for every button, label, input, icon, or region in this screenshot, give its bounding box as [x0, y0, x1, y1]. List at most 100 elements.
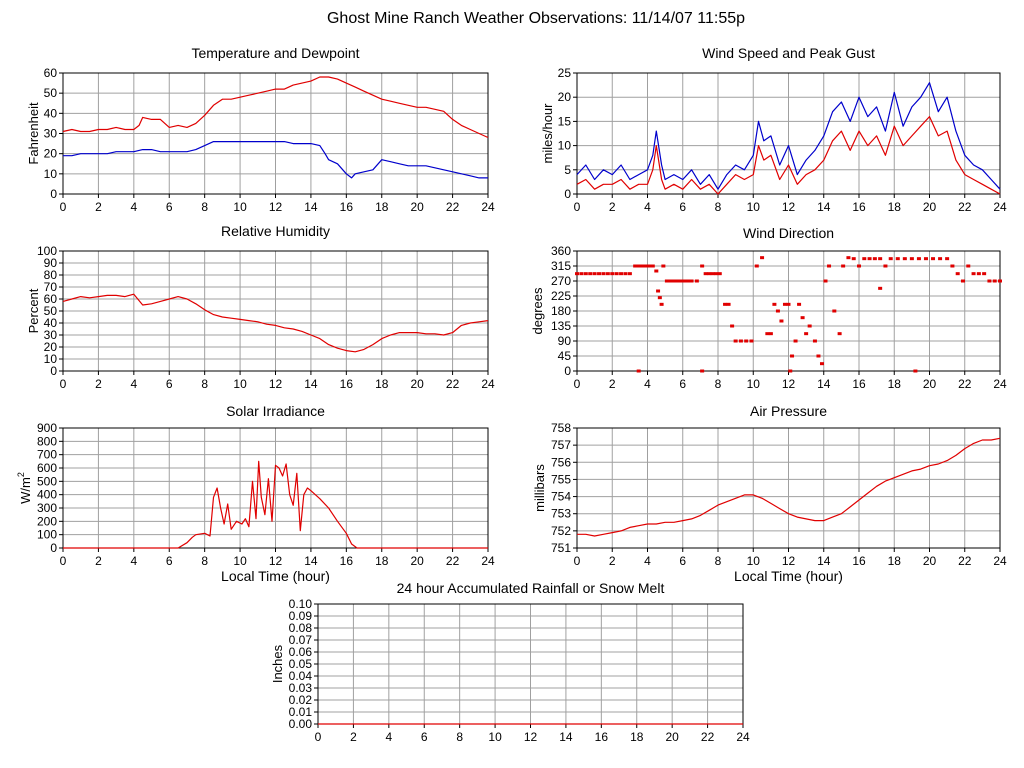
x-tick-label: 24	[993, 377, 1007, 391]
data-point	[950, 264, 955, 268]
y-tick-label: 0.01	[289, 705, 313, 719]
x-tick-label: 20	[665, 730, 679, 744]
x-tick-label: 20	[410, 554, 424, 568]
data-point	[913, 369, 918, 373]
x-tick-label: 10	[747, 554, 761, 568]
x-tick-label: 14	[304, 200, 318, 214]
y-tick-label: 225	[551, 289, 571, 303]
x-tick-label: 20	[923, 377, 937, 391]
x-tick-label: 22	[446, 200, 460, 214]
data-point	[800, 316, 805, 320]
y-tick-label: 270	[551, 274, 571, 288]
data-point	[754, 264, 759, 268]
y-tick-label: 315	[551, 259, 571, 273]
y-tick-label: 90	[558, 334, 572, 348]
data-point	[656, 289, 661, 293]
x-tick-label: 10	[747, 377, 761, 391]
x-tick-label: 0	[574, 200, 581, 214]
x-tick-label: 20	[923, 554, 937, 568]
x-tick-label: 18	[375, 200, 389, 214]
y-tick-label: 70	[44, 280, 58, 294]
x-tick-label: 4	[644, 200, 651, 214]
y-tick-label: 40	[44, 316, 58, 330]
y-axis-label: degrees	[530, 287, 545, 334]
data-point	[650, 264, 655, 268]
y-axis-label: Inches	[270, 644, 285, 683]
y-tick-label: 0.07	[289, 633, 313, 647]
data-point	[971, 272, 976, 276]
data-point	[982, 272, 987, 276]
x-tick-label: 24	[481, 200, 495, 214]
data-point	[659, 302, 664, 306]
x-tick-label: 24	[993, 200, 1007, 214]
data-point	[827, 264, 832, 268]
data-point	[597, 272, 602, 276]
y-tick-label: 100	[37, 528, 57, 542]
x-tick-label: 22	[446, 377, 460, 391]
y-tick-label: 0	[564, 364, 571, 378]
series-dots	[575, 256, 1002, 373]
series-line	[63, 141, 488, 179]
x-tick-label: 0	[60, 377, 67, 391]
data-point	[779, 319, 784, 323]
y-tick-label: 0	[564, 187, 571, 201]
data-point	[671, 279, 676, 283]
y-axis-label-text: miles/hour	[540, 103, 555, 164]
series-line	[62, 76, 489, 139]
x-tick-label: 22	[701, 730, 715, 744]
y-tick-label: 0	[50, 541, 57, 555]
y-tick-label: 100	[37, 244, 57, 258]
y-axis-label-superscript: 2	[16, 472, 26, 477]
data-point	[812, 339, 817, 343]
y-tick-label: 30	[44, 328, 58, 342]
data-point	[966, 264, 971, 268]
x-tick-label: 14	[817, 200, 831, 214]
x-tick-label: 2	[95, 377, 102, 391]
data-point	[643, 264, 648, 268]
chart-title: 24 hour Accumulated Rainfall or Snow Mel…	[397, 580, 665, 596]
data-point	[916, 257, 921, 261]
data-point	[678, 279, 683, 283]
x-tick-label: 0	[574, 554, 581, 568]
x-tick-label: 0	[60, 554, 67, 568]
x-tick-label: 8	[456, 730, 463, 744]
x-tick-label: 12	[269, 377, 283, 391]
x-tick-label: 18	[630, 730, 644, 744]
y-tick-label: 756	[551, 455, 571, 469]
y-axis-label-text: degrees	[530, 287, 545, 334]
data-point	[710, 272, 715, 276]
x-tick-label: 0	[60, 200, 67, 214]
data-point	[744, 339, 749, 343]
x-tick-label: 12	[269, 200, 283, 214]
y-tick-label: 500	[37, 474, 57, 488]
series-line	[576, 82, 1001, 190]
chart-title: Temperature and Dewpoint	[191, 45, 359, 61]
data-point	[605, 272, 610, 276]
data-point	[816, 354, 821, 358]
x-tick-label: 12	[782, 200, 796, 214]
x-tick-label: 2	[609, 377, 616, 391]
x-tick-label: 2	[350, 730, 357, 744]
x-tick-label: 16	[852, 200, 866, 214]
y-tick-label: 40	[44, 106, 58, 120]
page-title: Ghost Mine Ranch Weather Observations: 1…	[327, 10, 745, 27]
y-tick-label: 755	[551, 472, 571, 486]
data-point	[726, 302, 731, 306]
x-tick-label: 18	[375, 377, 389, 391]
data-point	[675, 279, 680, 283]
data-point	[807, 324, 812, 328]
y-tick-label: 5	[564, 163, 571, 177]
x-tick-label: 8	[201, 200, 208, 214]
y-tick-label: 180	[551, 304, 571, 318]
data-point	[575, 272, 579, 276]
y-tick-label: 20	[44, 340, 58, 354]
data-point	[714, 272, 719, 276]
data-point	[707, 272, 712, 276]
chart-title: Relative Humidity	[221, 223, 330, 239]
x-axis-label: Local Time (hour)	[221, 568, 330, 584]
x-tick-label: 16	[852, 377, 866, 391]
x-tick-label: 6	[679, 377, 686, 391]
x-tick-label: 18	[888, 554, 902, 568]
